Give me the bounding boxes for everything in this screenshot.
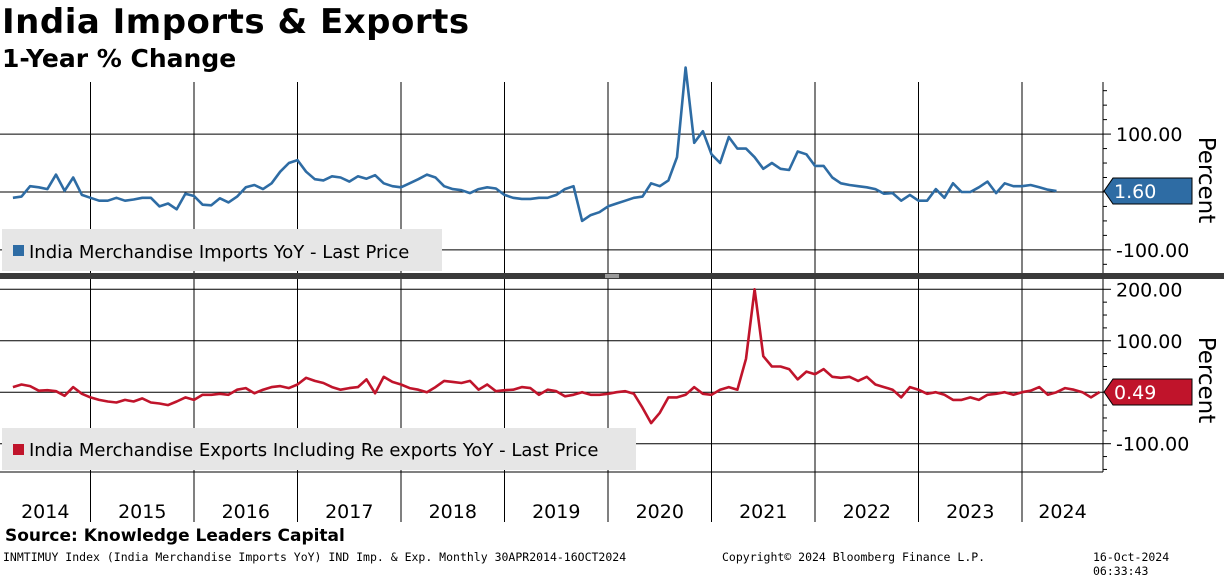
x-tick-label: 2020: [636, 501, 684, 523]
exports-legend-label: India Merchandise Exports Including Re e…: [29, 440, 598, 461]
imports-last-value-tag-shape: [1103, 177, 1193, 205]
imports-series-line: [12, 66, 1057, 223]
exports-legend-swatch: [13, 444, 24, 455]
imports-legend-swatch: [13, 245, 24, 256]
x-tick-label: 2021: [739, 501, 787, 523]
imports-legend[interactable]: India Merchandise Imports YoY - Last Pri…: [2, 229, 442, 271]
panel-resize-handle[interactable]: [605, 274, 619, 278]
exports-legend-box: [2, 428, 636, 470]
bottom-y-axis: 200.00 100.00 -100.00 Percent: [1116, 279, 1219, 455]
top-panel-grid: [0, 82, 1111, 273]
exports-legend[interactable]: India Merchandise Exports Including Re e…: [2, 428, 636, 470]
imports-last-value-tag: 1.60: [1103, 177, 1193, 205]
imports-legend-box: [2, 229, 442, 271]
bottom-ytick-label: 100.00: [1116, 331, 1182, 353]
imports-last-value: 1.60: [1114, 181, 1156, 203]
chart-canvas: 100.00 -100.00 Percent 200.00 100.00 -10…: [0, 66, 1224, 523]
x-tick-label: 2018: [429, 501, 477, 523]
x-tick-label: 2023: [946, 501, 994, 523]
x-tick-label: 2017: [325, 501, 373, 523]
bottom-y-axis-label: Percent: [1193, 337, 1219, 424]
copyright: Copyright© 2024 Bloomberg Finance L.P.: [722, 550, 986, 564]
exports-last-value-tag: 0.49: [1103, 378, 1193, 406]
index-info: INMTIMUY Index (India Merchandise Import…: [3, 550, 627, 564]
chart-title: India Imports & Exports: [2, 2, 470, 42]
x-tick-label: 2024: [1038, 501, 1086, 523]
bottom-ytick-label: 200.00: [1116, 279, 1182, 301]
x-tick-label: 2014: [21, 501, 69, 523]
top-y-axis-label: Percent: [1193, 137, 1219, 224]
exports-last-value: 0.49: [1114, 382, 1156, 404]
x-axis: 2014 2015 2016 2017 2018 2019 2020 2021 2022 2023…: [0, 471, 1103, 523]
timestamp: 16-Oct-2024 06:33:43: [1093, 550, 1170, 578]
x-tick-label: 2016: [222, 501, 270, 523]
x-tick-label: 2019: [532, 501, 580, 523]
bottom-ytick-label: -100.00: [1116, 434, 1189, 456]
x-tick-label: 2022: [843, 501, 891, 523]
top-ytick-label: -100.00: [1116, 240, 1189, 262]
imports-legend-label: India Merchandise Imports YoY - Last Pri…: [29, 242, 409, 263]
exports-last-value-tag-shape: [1103, 378, 1193, 406]
top-y-axis: 100.00 -100.00 Percent: [1116, 124, 1219, 262]
top-ytick-label: 100.00: [1116, 124, 1182, 146]
source-note: Source: Knowledge Leaders Capital: [5, 526, 345, 546]
exports-series-line: [12, 288, 1101, 425]
x-tick-label: 2015: [118, 501, 166, 523]
chart-subtitle: 1-Year % Change: [2, 44, 237, 73]
